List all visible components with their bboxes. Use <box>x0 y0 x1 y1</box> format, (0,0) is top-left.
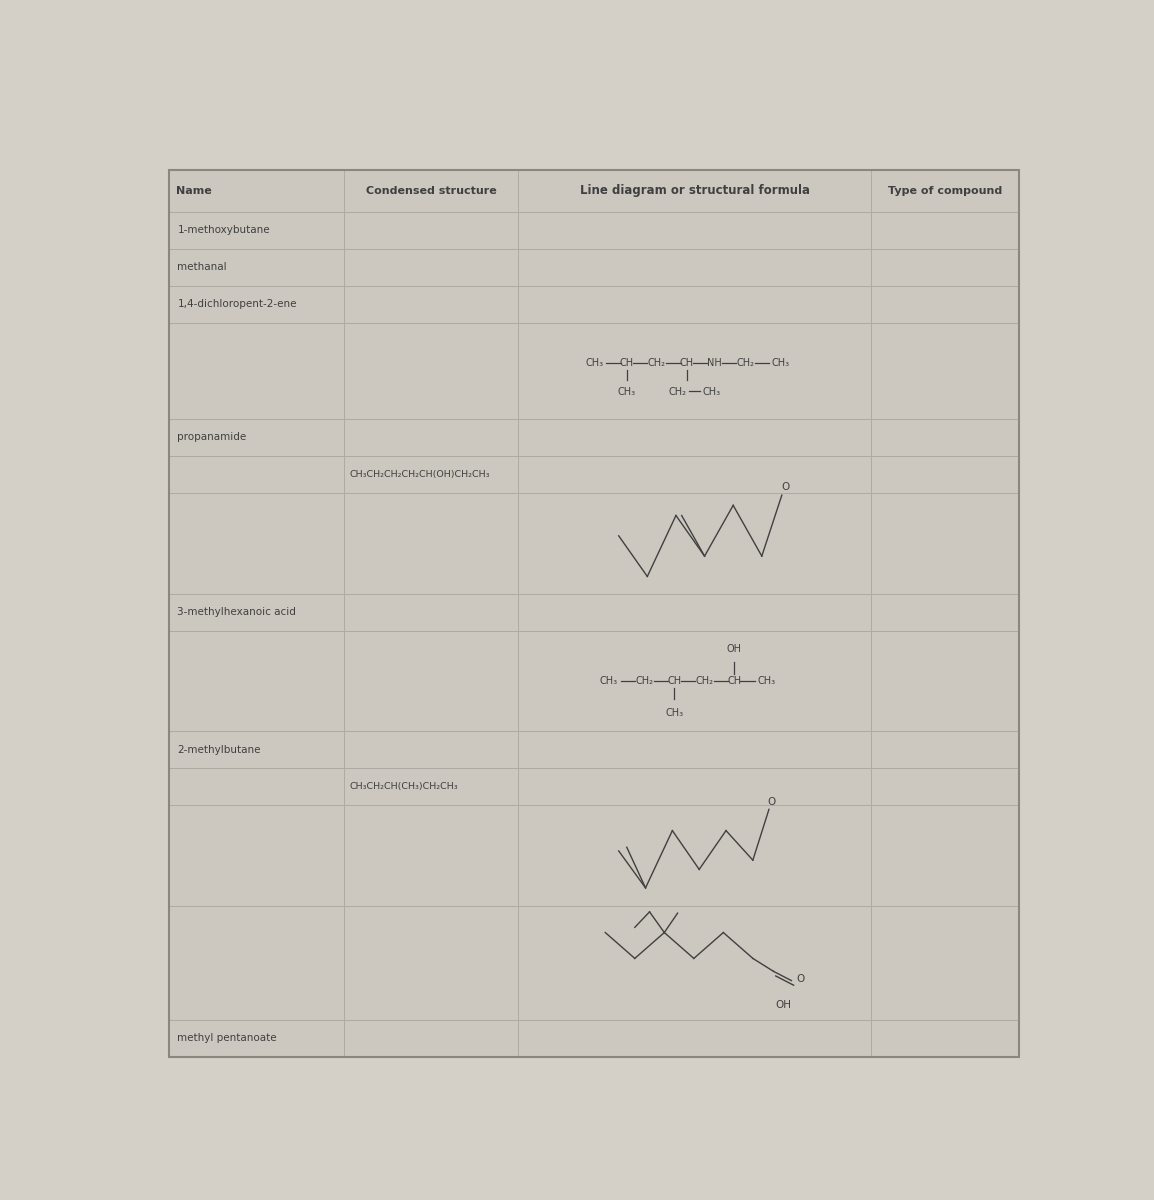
Bar <box>518 768 871 805</box>
Bar <box>170 594 344 630</box>
Bar <box>871 732 1019 768</box>
Bar <box>871 1020 1019 1057</box>
Bar <box>518 286 871 323</box>
Text: CH: CH <box>620 359 634 368</box>
Bar <box>871 419 1019 456</box>
Text: 2-methylbutane: 2-methylbutane <box>178 745 261 755</box>
Bar <box>344 906 518 1020</box>
Text: 1-methoxybutane: 1-methoxybutane <box>178 226 270 235</box>
Text: CH₃: CH₃ <box>585 359 604 368</box>
Text: Type of compound: Type of compound <box>889 186 1003 196</box>
Bar <box>518 456 871 493</box>
Bar <box>170 286 344 323</box>
Text: OH: OH <box>727 644 742 654</box>
Text: CH: CH <box>680 359 694 368</box>
Bar <box>871 170 1019 212</box>
Text: CH₃CH₂CH(CH₃)CH₂CH₃: CH₃CH₂CH(CH₃)CH₂CH₃ <box>350 782 458 791</box>
Bar <box>871 286 1019 323</box>
Bar <box>344 456 518 493</box>
Bar <box>170 323 344 419</box>
Bar <box>871 248 1019 286</box>
Bar <box>871 805 1019 906</box>
Text: Condensed structure: Condensed structure <box>366 186 496 196</box>
Bar <box>170 732 344 768</box>
Text: 3-methylhexanoic acid: 3-methylhexanoic acid <box>178 607 297 617</box>
Text: CH₃CH₂CH₂CH₂CH(OH)CH₂CH₃: CH₃CH₂CH₂CH₂CH(OH)CH₂CH₃ <box>350 470 490 479</box>
Bar <box>344 732 518 768</box>
Bar <box>170 419 344 456</box>
Bar <box>344 286 518 323</box>
Bar <box>170 170 344 212</box>
Bar <box>871 456 1019 493</box>
Bar <box>170 768 344 805</box>
Bar <box>518 212 871 248</box>
Text: methanal: methanal <box>178 263 227 272</box>
Text: CH₃: CH₃ <box>617 388 636 397</box>
Text: NH: NH <box>707 359 722 368</box>
Bar <box>871 212 1019 248</box>
Text: CH₂: CH₂ <box>736 359 755 368</box>
Bar <box>871 594 1019 630</box>
Bar <box>344 768 518 805</box>
Text: CH₃: CH₃ <box>665 708 683 718</box>
Bar <box>871 630 1019 732</box>
Bar <box>344 170 518 212</box>
Bar <box>518 594 871 630</box>
Text: CH: CH <box>667 676 681 686</box>
Text: OH: OH <box>775 1000 792 1009</box>
Bar <box>518 419 871 456</box>
Text: CH₂: CH₂ <box>695 676 713 686</box>
Bar <box>170 456 344 493</box>
Bar <box>344 248 518 286</box>
Text: propanamide: propanamide <box>178 432 247 443</box>
Bar <box>518 805 871 906</box>
Text: Name: Name <box>177 186 212 196</box>
Bar <box>170 906 344 1020</box>
Bar <box>518 906 871 1020</box>
Text: O: O <box>781 482 789 492</box>
Bar <box>344 1020 518 1057</box>
Bar <box>518 1020 871 1057</box>
Bar <box>871 768 1019 805</box>
Text: CH₂: CH₂ <box>669 388 687 397</box>
Bar <box>344 493 518 594</box>
Bar <box>344 323 518 419</box>
Bar <box>344 630 518 732</box>
Bar <box>344 419 518 456</box>
Bar <box>871 323 1019 419</box>
Bar <box>170 248 344 286</box>
Bar <box>871 493 1019 594</box>
Bar <box>170 630 344 732</box>
Text: CH₃: CH₃ <box>600 676 619 686</box>
Bar <box>518 493 871 594</box>
Bar <box>518 170 871 212</box>
Bar <box>871 906 1019 1020</box>
Text: Line diagram or structural formula: Line diagram or structural formula <box>579 185 810 198</box>
Bar <box>518 248 871 286</box>
Text: 1,4-dichloropent-2-ene: 1,4-dichloropent-2-ene <box>178 299 297 310</box>
Text: methyl pentanoate: methyl pentanoate <box>178 1033 277 1044</box>
Bar <box>344 805 518 906</box>
Text: CH₂: CH₂ <box>647 359 666 368</box>
Text: O: O <box>796 973 804 984</box>
Bar <box>170 1020 344 1057</box>
Text: CH₃: CH₃ <box>757 676 775 686</box>
Bar <box>170 212 344 248</box>
Bar <box>170 493 344 594</box>
Bar <box>344 212 518 248</box>
Bar <box>170 805 344 906</box>
Bar <box>344 594 518 630</box>
Bar <box>518 630 871 732</box>
Text: O: O <box>767 797 775 806</box>
Text: CH₃: CH₃ <box>703 388 721 397</box>
Text: CH₃: CH₃ <box>772 359 789 368</box>
Bar <box>518 323 871 419</box>
Bar <box>518 732 871 768</box>
Text: CH₂: CH₂ <box>636 676 653 686</box>
Text: CH: CH <box>727 676 741 686</box>
